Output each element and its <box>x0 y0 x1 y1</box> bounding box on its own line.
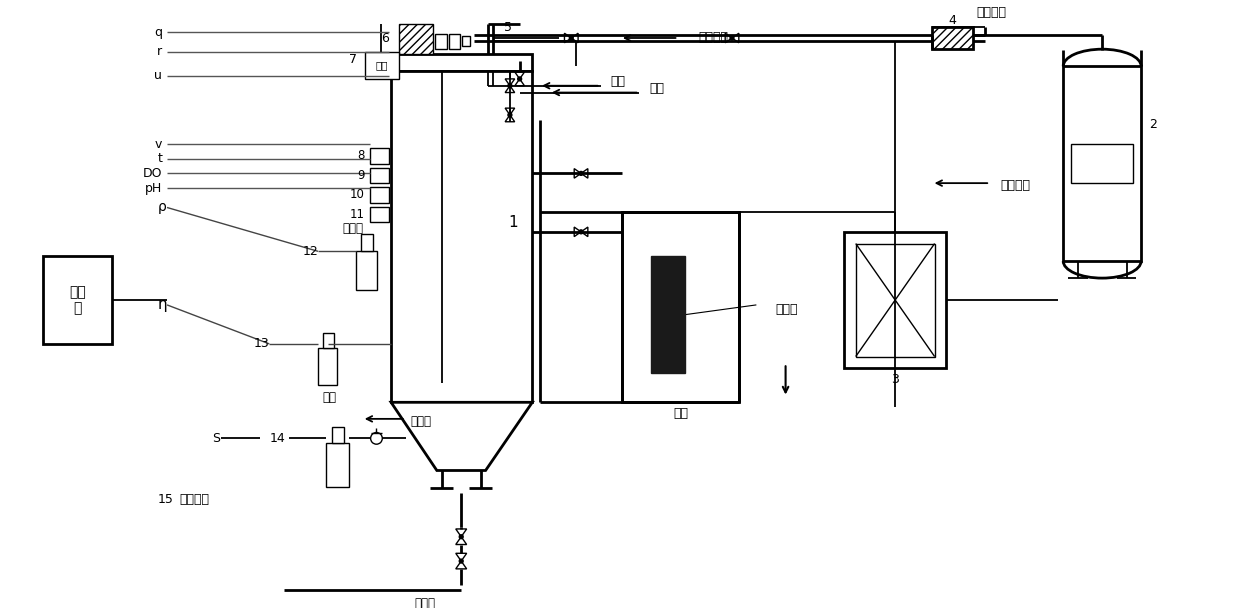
Circle shape <box>518 77 522 81</box>
Text: 蒸汽: 蒸汽 <box>649 82 664 95</box>
Text: pH: pH <box>145 182 162 195</box>
Text: 13: 13 <box>254 337 269 350</box>
Text: 2: 2 <box>1149 118 1157 131</box>
Text: 5: 5 <box>504 21 512 34</box>
Bar <box>318 348 337 385</box>
Text: 8: 8 <box>357 150 364 162</box>
Text: 离线化验: 离线化验 <box>180 493 209 506</box>
Text: 氨水: 氨水 <box>323 391 337 404</box>
Circle shape <box>508 84 512 88</box>
Bar <box>622 212 738 402</box>
Bar <box>856 244 934 356</box>
Circle shape <box>579 171 584 175</box>
Bar <box>435 34 446 49</box>
Text: 15: 15 <box>157 493 173 506</box>
Bar <box>364 52 399 79</box>
Text: 加热棒: 加热棒 <box>776 303 798 316</box>
Circle shape <box>570 36 574 40</box>
Bar <box>323 333 333 348</box>
Text: 蒸汽: 蒸汽 <box>611 75 626 88</box>
Text: 葡萄糖: 葡萄糖 <box>342 223 363 235</box>
Bar <box>1063 66 1141 261</box>
Bar <box>1070 144 1134 183</box>
Text: ρ: ρ <box>159 201 167 215</box>
Circle shape <box>508 113 512 117</box>
Circle shape <box>579 230 584 234</box>
Text: 4: 4 <box>948 14 957 27</box>
Bar <box>392 71 533 402</box>
Text: 无菌空气: 无菌空气 <box>698 30 729 44</box>
Text: 7: 7 <box>349 53 357 66</box>
Bar <box>43 256 112 344</box>
Bar <box>369 187 389 202</box>
Text: 9: 9 <box>357 169 364 182</box>
Text: r: r <box>157 45 162 58</box>
Text: η: η <box>157 297 167 313</box>
Bar <box>399 24 432 54</box>
Text: S: S <box>213 432 221 445</box>
Bar <box>932 27 973 49</box>
Bar <box>369 168 389 183</box>
Text: 6: 6 <box>382 32 389 46</box>
Bar <box>326 443 349 487</box>
Polygon shape <box>392 402 533 471</box>
Text: 出料口: 出料口 <box>410 415 431 428</box>
Text: u: u <box>155 69 162 83</box>
Text: 尾气: 尾气 <box>375 60 388 71</box>
Text: 10: 10 <box>349 188 364 201</box>
Bar <box>332 427 344 443</box>
Text: 3: 3 <box>891 373 898 387</box>
Text: v: v <box>155 137 162 151</box>
Text: DO: DO <box>142 167 162 180</box>
Text: 1: 1 <box>508 215 518 230</box>
Bar <box>392 54 533 71</box>
Bar <box>462 36 470 46</box>
Text: 压缩空气: 压缩空气 <box>976 6 1006 19</box>
Text: q: q <box>154 26 162 39</box>
Bar <box>369 207 389 222</box>
Circle shape <box>460 559 463 563</box>
Bar <box>844 232 947 368</box>
Circle shape <box>730 36 733 40</box>
Bar <box>369 148 389 164</box>
Bar <box>361 234 373 251</box>
Text: 出水口: 出水口 <box>415 598 436 608</box>
Bar <box>449 34 460 49</box>
Bar <box>356 251 378 290</box>
Text: t: t <box>157 152 162 165</box>
Text: 12: 12 <box>302 245 318 258</box>
Text: 机: 机 <box>73 301 82 315</box>
Circle shape <box>460 535 463 539</box>
Text: 水箱: 水箱 <box>673 407 688 421</box>
Text: 上位: 上位 <box>69 285 85 299</box>
Text: 供水系统: 供水系统 <box>1000 179 1030 192</box>
Bar <box>652 256 685 373</box>
Text: 11: 11 <box>349 208 364 221</box>
Text: 14: 14 <box>269 432 285 445</box>
